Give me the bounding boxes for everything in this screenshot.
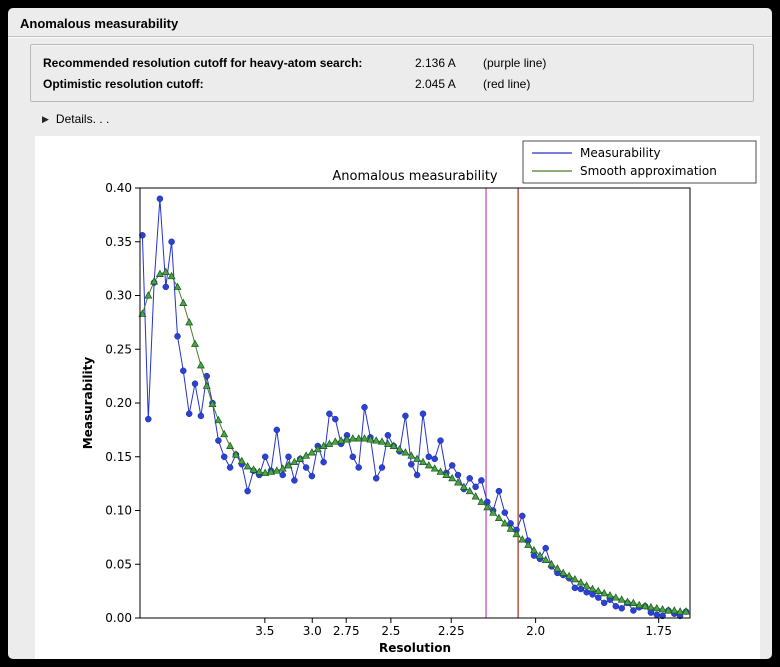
details-label: Details. . . xyxy=(55,112,110,126)
legend-entry-label: Smooth approximation xyxy=(580,164,717,178)
recommended-cutoff-label: Recommended resolution cutoff for heavy-… xyxy=(43,55,363,70)
optimistic-cutoff-value: 2.045 A xyxy=(415,76,456,91)
svg-text:0.10: 0.10 xyxy=(105,504,132,518)
svg-text:0.05: 0.05 xyxy=(105,557,132,571)
x-axis: 3.5 3.0 2.75 2.5 2.25 2.0 1.75 xyxy=(255,618,672,638)
disclosure-triangle-icon[interactable]: ▶ xyxy=(42,113,49,124)
svg-text:0.30: 0.30 xyxy=(105,289,132,303)
cutoff-info-box: Recommended resolution cutoff for heavy-… xyxy=(30,44,754,102)
svg-text:1.75: 1.75 xyxy=(645,624,672,638)
chart-legend: Measurability Smooth approximation xyxy=(522,140,757,184)
svg-text:2.25: 2.25 xyxy=(438,624,465,638)
svg-text:0.25: 0.25 xyxy=(105,342,132,356)
svg-text:2.5: 2.5 xyxy=(381,624,400,638)
svg-text:3.5: 3.5 xyxy=(255,624,274,638)
svg-text:0.15: 0.15 xyxy=(105,450,132,464)
anomalous-measurability-window: Anomalous measurability Recommended reso… xyxy=(8,8,772,659)
svg-text:2.75: 2.75 xyxy=(333,624,360,638)
chart-title: Anomalous measurability xyxy=(332,169,498,184)
svg-text:2.0: 2.0 xyxy=(526,624,545,638)
y-axis-label: Measurability xyxy=(81,357,95,450)
svg-text:3.0: 3.0 xyxy=(303,624,322,638)
svg-text:0.20: 0.20 xyxy=(105,396,132,410)
recommended-cutoff-row: Recommended resolution cutoff for heavy-… xyxy=(43,52,741,73)
svg-text:0.00: 0.00 xyxy=(105,611,132,625)
chart-figure: 0.00 0.05 0.10 0.15 0.20 0.25 0.30 0.35 0.40 3.5 3… xyxy=(35,136,760,659)
details-disclosure[interactable]: ▶ Details. . . xyxy=(42,111,152,127)
x-axis-label: Resolution xyxy=(379,641,451,655)
optimistic-cutoff-row: Optimistic resolution cutoff: 2.045 A (r… xyxy=(43,73,741,94)
plot-area xyxy=(140,188,690,618)
anomalous-measurability-chart: 0.000.050.100.150.200.250.300.350.403.5 3… xyxy=(81,140,757,655)
optimistic-cutoff-label: Optimistic resolution cutoff: xyxy=(43,76,204,91)
svg-text:0.35: 0.35 xyxy=(105,235,132,249)
recommended-cutoff-note: (purple line) xyxy=(483,55,547,70)
svg-text:0.40: 0.40 xyxy=(105,181,132,195)
window-header: Anomalous measurability xyxy=(8,8,772,36)
legend-entry-label: Measurability xyxy=(580,146,661,160)
series-smooth-approximation xyxy=(138,267,690,615)
recommended-cutoff-value: 2.136 A xyxy=(415,55,456,70)
optimistic-cutoff-note: (red line) xyxy=(483,76,531,91)
header-divider xyxy=(8,36,772,38)
page-title: Anomalous measurability xyxy=(20,16,179,31)
y-axis: 0.00 0.05 0.10 0.15 0.20 0.25 0.30 0.35 0.40 xyxy=(105,181,140,625)
